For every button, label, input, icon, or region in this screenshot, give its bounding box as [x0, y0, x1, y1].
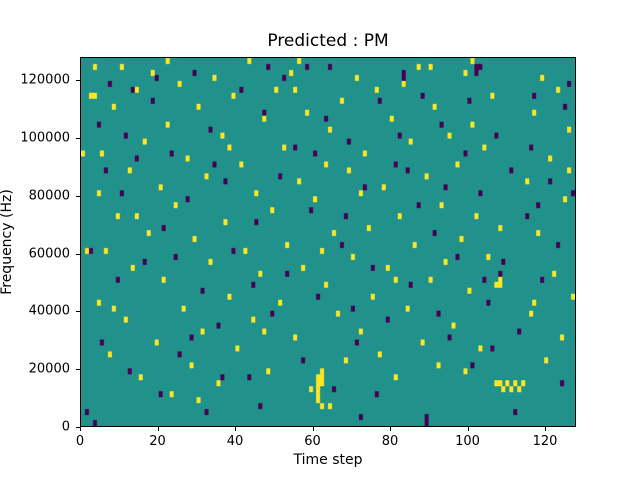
y-tick-label: 60000: [28, 246, 70, 262]
x-tick-mark: [312, 427, 314, 431]
x-tick-label: 120: [532, 434, 558, 449]
y-tick-mark: [76, 427, 80, 428]
y-tick-mark: [76, 369, 80, 371]
heatmap-canvas: [81, 58, 575, 426]
x-tick-label: 80: [381, 434, 399, 449]
x-tick-mark: [157, 427, 159, 431]
x-tick-label: 40: [226, 434, 244, 449]
y-tick-mark: [76, 137, 80, 139]
x-tick-mark: [390, 427, 391, 431]
x-axis-label: Time step: [293, 452, 363, 468]
x-tick-label: 100: [455, 434, 480, 449]
x-tick-mark: [235, 427, 236, 431]
y-tick-mark: [76, 195, 80, 197]
x-tick-label: 60: [304, 434, 321, 449]
y-tick-label: 40000: [28, 303, 70, 319]
y-tick-label: 120000: [20, 72, 70, 88]
x-tick-mark: [467, 427, 469, 431]
y-tick-mark: [76, 311, 80, 313]
plot-area: [80, 57, 576, 427]
y-tick-label: 100000: [20, 130, 70, 146]
y-tick-label: 20000: [28, 361, 70, 377]
y-tick-label: 0: [61, 419, 70, 435]
x-tick-label: 20: [149, 434, 166, 449]
y-tick-mark: [76, 253, 80, 255]
y-axis-ticks: 0 20000 40000 60000 80000 100000 120000: [0, 57, 80, 435]
chart-title: Predicted : PM: [267, 31, 389, 51]
y-tick-mark: [76, 80, 80, 82]
x-tick-mark: [80, 427, 81, 431]
x-axis-ticks: 0 20 40 60 80 100 120: [76, 427, 576, 453]
y-tick-label: 80000: [28, 188, 70, 204]
x-tick-label: 0: [75, 434, 85, 449]
x-tick-mark: [545, 427, 546, 431]
